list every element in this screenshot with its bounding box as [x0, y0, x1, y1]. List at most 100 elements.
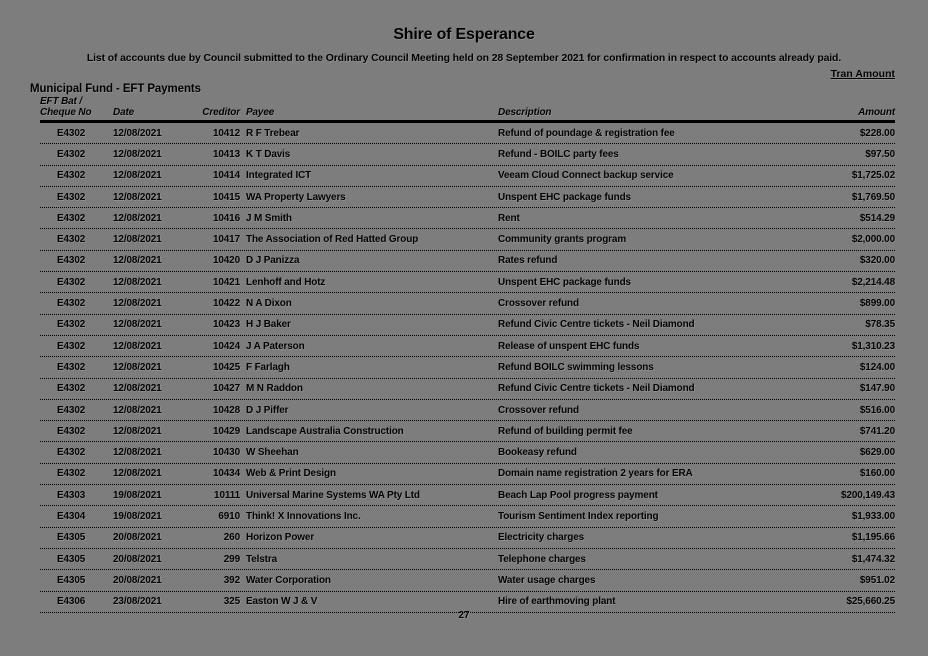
- cell-amount: $514.29: [859, 212, 895, 224]
- table-row: E4302 12/08/2021 10415 WA Property Lawye…: [40, 187, 895, 209]
- table-row: E4303 19/08/2021 10111 Universal Marine …: [40, 485, 895, 507]
- cell-date: 12/08/2021: [113, 468, 162, 480]
- cell-creditor-no: 10414: [212, 170, 240, 182]
- table-row: E4302 12/08/2021 10414 Integrated ICT Ve…: [40, 166, 895, 187]
- page-subtitle: List of accounts due by Council submitte…: [86, 52, 842, 64]
- cell-eft-ref: E4302: [57, 255, 86, 267]
- cell-payee: The Association of Red Hatted Group: [246, 234, 419, 246]
- cell-creditor-no: 10421: [212, 276, 240, 288]
- header-date: Date: [113, 107, 135, 118]
- cell-amount: $2,000.00: [851, 234, 895, 246]
- cell-date: 12/08/2021: [113, 212, 162, 224]
- cell-date: 12/08/2021: [113, 361, 162, 373]
- cell-creditor-no: 10416: [212, 212, 240, 224]
- cell-description: Release of unspent EHC funds: [498, 340, 640, 352]
- section-title: Municipal Fund - EFT Payments: [30, 83, 201, 95]
- cell-payee: W Sheehan: [246, 447, 299, 459]
- cell-date: 20/08/2021: [113, 532, 162, 544]
- table-row: E4302 12/08/2021 10416 J M Smith Rent $5…: [40, 208, 895, 230]
- cell-eft-ref: E4302: [57, 425, 86, 437]
- cell-eft-ref: E4302: [57, 298, 86, 310]
- cell-payee: Water Corporation: [246, 574, 331, 586]
- cell-payee: H J Baker: [246, 319, 291, 331]
- cell-payee: Telstra: [246, 553, 278, 565]
- cell-amount: $25,660.25: [846, 596, 895, 608]
- cell-description: Crossover refund: [498, 404, 579, 416]
- cell-amount: $899.00: [859, 298, 895, 310]
- header-ref-line2: Cheque No: [40, 107, 92, 118]
- cell-date: 20/08/2021: [113, 574, 162, 586]
- table-row: E4302 12/08/2021 10425 F Farlagh Refund …: [40, 357, 895, 379]
- table-row: E4305 20/08/2021 392 Water Corporation W…: [40, 570, 895, 592]
- cell-date: 12/08/2021: [113, 319, 162, 331]
- cell-amount: $951.02: [859, 574, 895, 586]
- cell-description: Refund of poundage & registration fee: [498, 127, 675, 139]
- cell-eft-ref: E4303: [57, 489, 86, 501]
- cell-payee: Horizon Power: [246, 532, 315, 544]
- cell-eft-ref: E4302: [57, 234, 86, 246]
- cell-payee: D J Piffer: [246, 404, 289, 416]
- header-ref: EFT Bat / Cheque No: [40, 96, 113, 118]
- cell-date: 12/08/2021: [113, 255, 162, 267]
- cell-payee: F Farlagh: [246, 361, 290, 373]
- cell-eft-ref: E4302: [57, 361, 86, 373]
- cell-creditor-no: 10422: [212, 298, 240, 310]
- cell-amount: $1,933.00: [851, 510, 895, 522]
- cell-date: 12/08/2021: [113, 298, 162, 310]
- cell-amount: $160.00: [859, 468, 895, 480]
- cell-description: Unspent EHC package funds: [498, 191, 631, 203]
- cell-description: Bookeasy refund: [498, 447, 577, 459]
- table-row: E4302 12/08/2021 10429 Landscape Austral…: [40, 421, 895, 443]
- cell-payee: M N Raddon: [246, 383, 303, 395]
- table-row: E4302 12/08/2021 10428 D J Piffer Crosso…: [40, 400, 895, 422]
- cell-eft-ref: E4302: [57, 447, 86, 459]
- cell-date: 12/08/2021: [113, 340, 162, 352]
- cell-amount: $78.35: [865, 319, 895, 331]
- table-row: E4305 20/08/2021 260 Horizon Power Elect…: [40, 528, 895, 549]
- cell-payee: N A Dixon: [246, 298, 292, 310]
- cell-date: 12/08/2021: [113, 447, 162, 459]
- cell-description: Domain name registration 2 years for ERA: [498, 468, 693, 480]
- table-row: E4302 12/08/2021 10421 Lenhoff and Hotz …: [40, 272, 895, 294]
- cell-eft-ref: E4302: [57, 468, 86, 480]
- table-row: E4302 12/08/2021 10420 D J Panizza Rates…: [40, 251, 895, 273]
- cell-payee: D J Panizza: [246, 255, 300, 267]
- cell-amount: $1,310.23: [851, 340, 895, 352]
- cell-eft-ref: E4302: [57, 212, 86, 224]
- table-row: E4302 12/08/2021 10434 Web & Print Desig…: [40, 464, 895, 486]
- cell-eft-ref: E4302: [57, 383, 86, 395]
- table-row: E4306 23/08/2021 325 Easton W J & V Hire…: [40, 592, 895, 613]
- cell-eft-ref: E4302: [57, 404, 86, 416]
- cell-description: Community grants program: [498, 234, 627, 246]
- cell-creditor-no: 10434: [212, 468, 240, 480]
- cell-creditor-no: 10423: [212, 319, 240, 331]
- cell-eft-ref: E4302: [57, 340, 86, 352]
- cell-creditor-no: 260: [223, 532, 240, 544]
- cell-date: 20/08/2021: [113, 553, 162, 565]
- cell-description: Refund - BOILC party fees: [498, 148, 619, 160]
- cell-description: Veeam Cloud Connect backup service: [498, 170, 674, 182]
- cell-eft-ref: E4305: [57, 532, 86, 544]
- cell-payee: J M Smith: [246, 212, 292, 224]
- cell-date: 19/08/2021: [113, 510, 162, 522]
- cell-creditor-no: 10417: [212, 234, 240, 246]
- cell-date: 12/08/2021: [113, 170, 162, 182]
- cell-description: Water usage charges: [498, 574, 596, 586]
- table-row: E4302 12/08/2021 10424 J A Paterson Rele…: [40, 336, 895, 358]
- header-description: Description: [498, 107, 552, 118]
- cell-creditor-no: 10427: [212, 383, 240, 395]
- cell-description: Refund Civic Centre tickets - Neil Diamo…: [498, 319, 695, 331]
- cell-description: Tourism Sentiment Index reporting: [498, 510, 659, 522]
- cell-date: 12/08/2021: [113, 404, 162, 416]
- cell-payee: Think! X Innovations Inc.: [246, 510, 361, 522]
- cell-date: 19/08/2021: [113, 489, 162, 501]
- cell-description: Hire of earthmoving plant: [498, 596, 616, 608]
- cell-eft-ref: E4305: [57, 574, 86, 586]
- cell-creditor-no: 392: [223, 574, 240, 586]
- cell-description: Refund Civic Centre tickets - Neil Diamo…: [498, 383, 695, 395]
- table-header-row: EFT Bat / Cheque No Date Creditor Payee …: [40, 96, 895, 123]
- cell-creditor-no: 10424: [212, 340, 240, 352]
- cell-date: 12/08/2021: [113, 383, 162, 395]
- cell-creditor-no: 6910: [218, 510, 240, 522]
- cell-date: 12/08/2021: [113, 276, 162, 288]
